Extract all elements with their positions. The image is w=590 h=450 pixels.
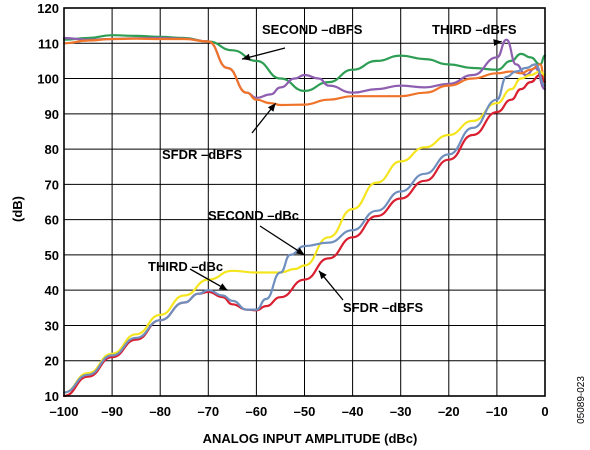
annotation-arrowhead	[295, 247, 305, 255]
annotation-label: SFDR –dBFS	[162, 147, 243, 162]
y-tick-label: 70	[45, 177, 59, 192]
annotation-label: SFDR –dBFS	[343, 300, 424, 315]
y-tick-label: 80	[45, 142, 59, 157]
x-tick-label: 0	[541, 404, 548, 419]
y-tick-label: 120	[37, 1, 59, 16]
y-axis-title: (dB)	[10, 196, 25, 222]
y-tick-label: 40	[45, 283, 59, 298]
annotation-label: THIRD –dBFS	[432, 22, 517, 37]
x-tick-label: –80	[149, 404, 171, 419]
annotation-arrows	[189, 39, 502, 301]
y-tick-label: 30	[45, 318, 59, 333]
figure-code: 05089-023	[576, 376, 587, 424]
y-tick-label: 110	[38, 36, 59, 51]
x-tick-label: –10	[486, 404, 508, 419]
annotation-arrowhead	[218, 283, 228, 291]
annotation-label: THIRD –dBc	[148, 259, 223, 274]
x-tick-label: –70	[197, 404, 219, 419]
y-tick-label: 100	[37, 72, 59, 87]
plot-frame	[63, 7, 546, 397]
y-tick-label: 90	[45, 107, 59, 122]
x-tick-label: –40	[342, 404, 364, 419]
annotation-arrow	[259, 225, 305, 256]
x-tick-label: –90	[101, 404, 123, 419]
annotation-label: SECOND –dBc	[208, 208, 299, 223]
annotation-arrowhead	[493, 39, 502, 46]
y-tick-label: 10	[45, 389, 59, 404]
x-tick-labels: –100 –90 –80 –70 –60 –50 –40 –30 –20 –10 0	[50, 404, 549, 419]
y-tick-label: 50	[45, 248, 59, 263]
x-tick-label: –20	[438, 404, 460, 419]
series-line-3	[62, 70, 547, 394]
x-axis-title: ANALOG INPUT AMPLITUDE (dBc)	[203, 431, 418, 446]
x-tick-label: –100	[50, 404, 79, 419]
annotation-arrowhead	[242, 53, 251, 61]
y-tick-labels: 10 20 30 40 50 60 70 80 90 100 110 120	[37, 1, 59, 404]
series-line-2	[62, 37, 547, 107]
annotation-labels: SECOND –dBFS THIRD –dBFS SFDR –dBFS SECOND …	[148, 22, 517, 315]
series-line-5	[62, 63, 547, 394]
x-tick-label: –60	[246, 404, 268, 419]
series-lines	[62, 34, 547, 398]
annotation-label: SECOND –dBFS	[262, 22, 363, 37]
annotation-arrowhead	[267, 103, 276, 112]
x-tick-label: –50	[294, 404, 316, 419]
x-tick-label: –30	[390, 404, 412, 419]
y-tick-label: 60	[45, 213, 59, 228]
y-tick-label: 20	[45, 354, 59, 369]
annotation-arrowhead	[318, 270, 327, 280]
